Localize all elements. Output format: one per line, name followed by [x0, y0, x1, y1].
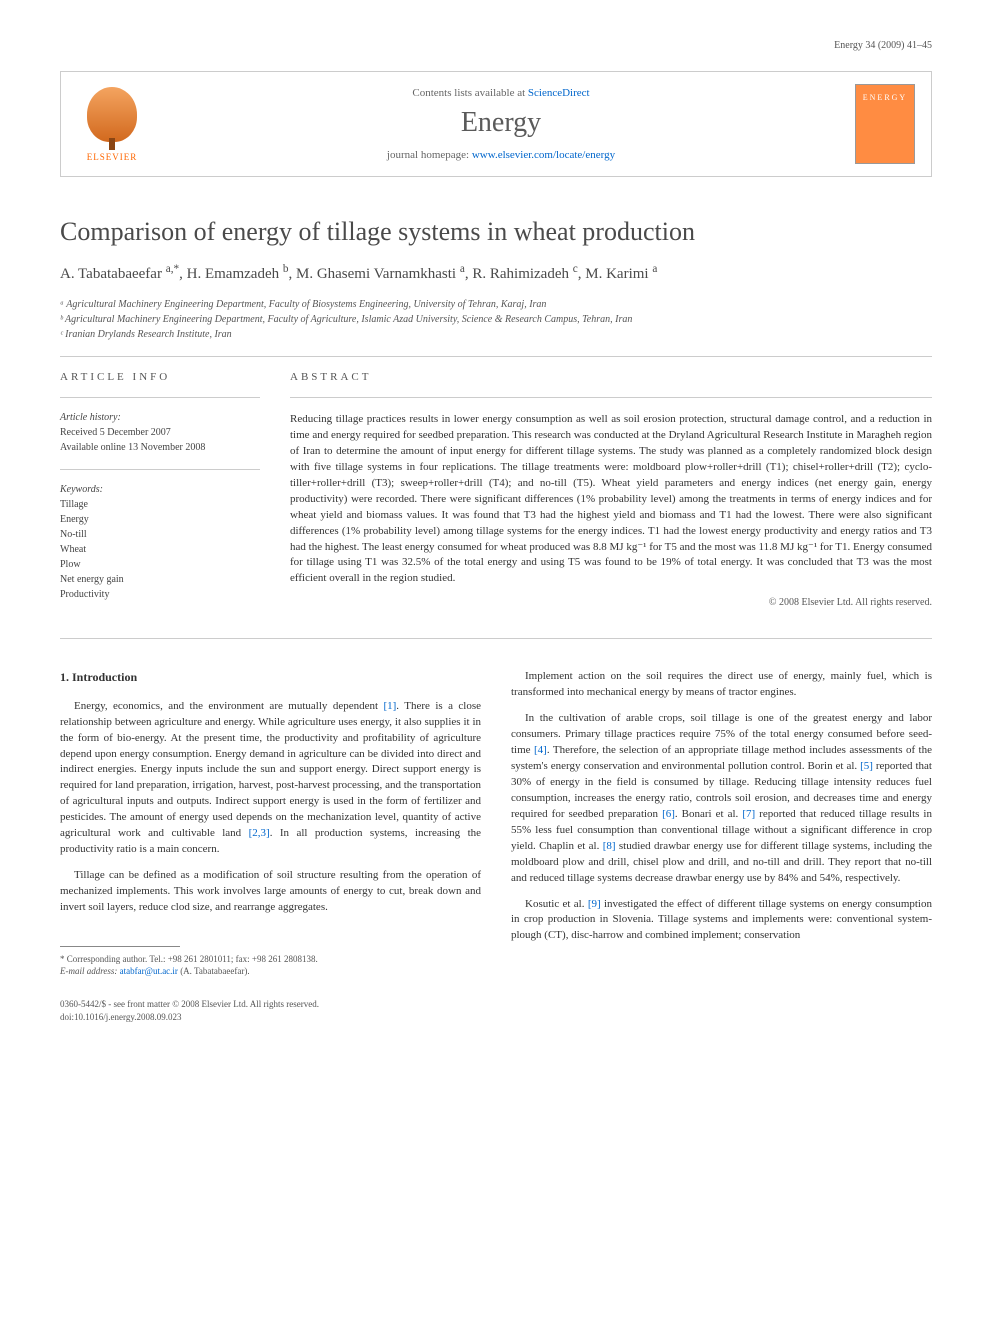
body-paragraph: Tillage can be defined as a modification…: [60, 868, 481, 916]
keywords-list: TillageEnergyNo-tillWheatPlowNet energy …: [60, 497, 260, 602]
keyword-item: Wheat: [60, 542, 260, 557]
affiliation-line: ᶜ Iranian Drylands Research Institute, I…: [60, 327, 932, 342]
sciencedirect-link[interactable]: ScienceDirect: [528, 87, 590, 99]
email-link[interactable]: atabfar@ut.ac.ir: [120, 966, 178, 976]
contents-center: Contents lists available at ScienceDirec…: [147, 87, 855, 161]
elsevier-tree-icon: [87, 87, 137, 142]
email-person: (A. Tabatabaeefar).: [180, 966, 249, 976]
ref-link[interactable]: [8]: [603, 840, 616, 852]
body-col-right: Implement action on the soil requires th…: [511, 669, 932, 1024]
keyword-item: Productivity: [60, 587, 260, 602]
affiliation-line: ᵃ Agricultural Machinery Engineering Dep…: [60, 297, 932, 312]
page-citation: Energy 34 (2009) 41–45: [60, 40, 932, 51]
info-abstract-row: ARTICLE INFO Article history: Received 5…: [60, 371, 932, 608]
ref-link[interactable]: [1]: [383, 700, 396, 712]
keyword-item: Net energy gain: [60, 572, 260, 587]
ref-link[interactable]: [5]: [860, 760, 873, 772]
body-col-left: 1. Introduction Energy, economics, and t…: [60, 669, 481, 1024]
body-paragraph: Implement action on the soil requires th…: [511, 669, 932, 701]
abstract-heading: ABSTRACT: [290, 371, 932, 383]
body-paragraph: Kosutic et al. [9] investigated the effe…: [511, 897, 932, 945]
affiliations: ᵃ Agricultural Machinery Engineering Dep…: [60, 297, 932, 342]
article-title: Comparison of energy of tillage systems …: [60, 217, 932, 247]
copyright-line: © 2008 Elsevier Ltd. All rights reserved…: [290, 597, 932, 608]
body-paragraph: In the cultivation of arable crops, soil…: [511, 711, 932, 886]
ref-link[interactable]: [4]: [534, 744, 547, 756]
info-divider-2: [60, 469, 260, 470]
contents-box: ELSEVIER Contents lists available at Sci…: [60, 71, 932, 177]
footnote-divider: [60, 946, 180, 947]
history-lines: Received 5 December 2007Available online…: [60, 425, 260, 455]
email-label: E-mail address:: [60, 966, 117, 976]
ref-link[interactable]: [2,3]: [249, 827, 270, 839]
ref-link[interactable]: [6]: [662, 808, 675, 820]
issn-line: 0360-5442/$ - see front matter © 2008 El…: [60, 998, 481, 1011]
intro-heading: 1. Introduction: [60, 669, 481, 686]
homepage-prefix: journal homepage:: [387, 149, 472, 161]
ref-link[interactable]: [9]: [588, 898, 601, 910]
publisher-logo: ELSEVIER: [77, 84, 147, 164]
footer-left: 0360-5442/$ - see front matter © 2008 El…: [60, 998, 481, 1024]
article-info-col: ARTICLE INFO Article history: Received 5…: [60, 371, 260, 608]
corresponding-line: * Corresponding author. Tel.: +98 261 28…: [60, 953, 481, 966]
history-line: Received 5 December 2007: [60, 425, 260, 440]
keyword-item: No-till: [60, 527, 260, 542]
corresponding-footnote: * Corresponding author. Tel.: +98 261 28…: [60, 953, 481, 978]
doi-line: doi:10.1016/j.energy.2008.09.023: [60, 1011, 481, 1024]
homepage-line: journal homepage: www.elsevier.com/locat…: [147, 149, 855, 161]
abstract-col: ABSTRACT Reducing tillage practices resu…: [290, 371, 932, 608]
keyword-item: Energy: [60, 512, 260, 527]
history-line: Available online 13 November 2008: [60, 440, 260, 455]
divider-bottom: [60, 638, 932, 639]
homepage-link[interactable]: www.elsevier.com/locate/energy: [472, 149, 615, 161]
history-label: Article history:: [60, 412, 260, 423]
publisher-name: ELSEVIER: [87, 152, 138, 162]
email-line: E-mail address: atabfar@ut.ac.ir (A. Tab…: [60, 965, 481, 978]
authors-line: A. Tabatabaeefar a,*, H. Emamzadeh b, M.…: [60, 263, 932, 283]
ref-link[interactable]: [7]: [742, 808, 755, 820]
keyword-item: Tillage: [60, 497, 260, 512]
divider-top: [60, 356, 932, 357]
journal-cover-thumb: ENERGY: [855, 84, 915, 164]
article-info-heading: ARTICLE INFO: [60, 371, 260, 383]
journal-name: Energy: [147, 107, 855, 139]
contents-line: Contents lists available at ScienceDirec…: [147, 87, 855, 99]
info-divider-1: [60, 397, 260, 398]
keyword-item: Plow: [60, 557, 260, 572]
body-columns: 1. Introduction Energy, economics, and t…: [60, 669, 932, 1024]
body-paragraph: Energy, economics, and the environment a…: [60, 699, 481, 858]
contents-prefix: Contents lists available at: [412, 87, 527, 99]
abstract-text: Reducing tillage practices results in lo…: [290, 412, 932, 587]
keywords-label: Keywords:: [60, 484, 260, 495]
abstract-divider: [290, 397, 932, 398]
affiliation-line: ᵇ Agricultural Machinery Engineering Dep…: [60, 312, 932, 327]
